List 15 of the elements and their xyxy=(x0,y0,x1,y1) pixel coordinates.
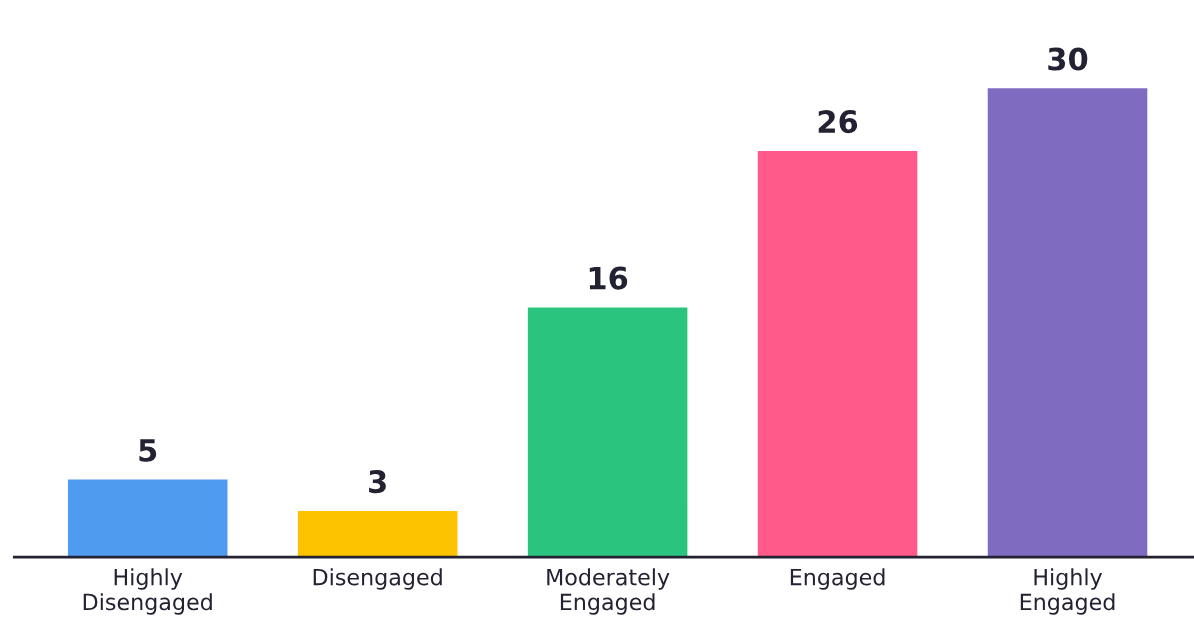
bar xyxy=(66,478,229,558)
data-label: 26 xyxy=(818,110,858,134)
x-tick-label: Highly Engaged xyxy=(1020,568,1115,615)
data-label: 3 xyxy=(369,470,386,494)
x-tick-label: Disengaged xyxy=(313,568,442,590)
bar xyxy=(296,509,459,558)
data-label: 30 xyxy=(1048,47,1088,71)
x-tick-label: Moderately Engaged xyxy=(547,568,670,615)
data-label: 16 xyxy=(589,266,628,290)
bar xyxy=(756,149,919,558)
x-tick-label: Engaged xyxy=(790,568,885,590)
data-label: 5 xyxy=(139,439,157,462)
bar xyxy=(526,306,689,558)
x-tick-label: Highly Disengaged xyxy=(83,568,212,615)
bar xyxy=(986,86,1149,558)
